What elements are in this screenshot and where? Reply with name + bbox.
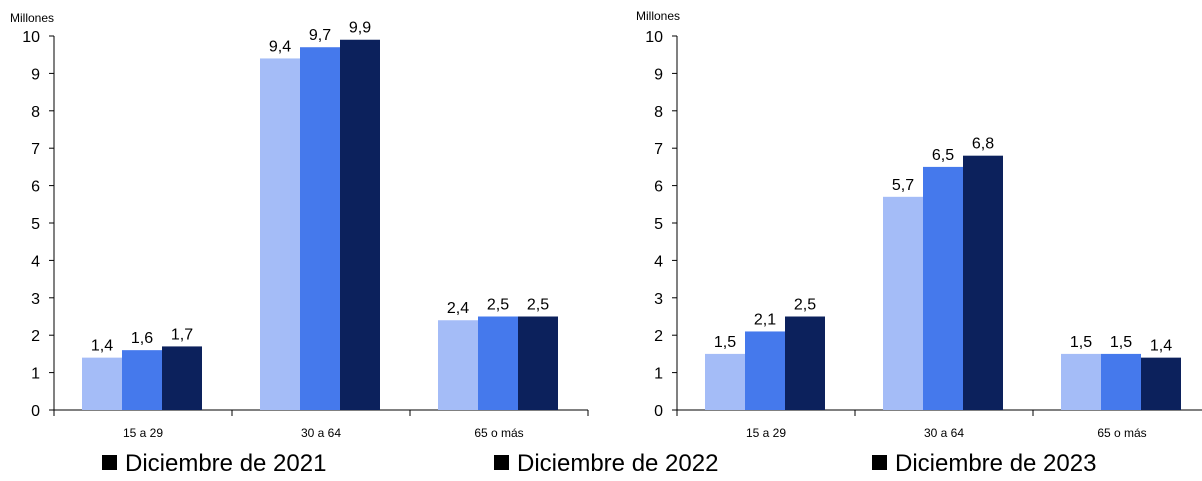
bar: [883, 196, 923, 410]
y-tick-label: 7: [31, 141, 40, 158]
bar: [1061, 353, 1101, 410]
y-tick-label: 2: [31, 328, 40, 345]
data-label: 2,5: [487, 297, 509, 314]
chart-right: Millones 0 1 2 3 4 5 6 7 8 9 10 15 a 29 1,5 2,1 2,5 30 a…: [636, 9, 1202, 440]
legend: Diciembre de 2021 Diciembre de 2022 Dici…: [0, 447, 1202, 481]
data-label: 2,5: [527, 297, 549, 314]
y-tick-label: 10: [645, 29, 663, 46]
legend-label: Diciembre de 2023: [895, 450, 1097, 477]
data-label: 1,6: [131, 330, 153, 347]
y-tick-label: 3: [654, 291, 663, 308]
y-tick-label: 2: [654, 328, 663, 345]
bar: [122, 350, 162, 410]
data-label: 6,8: [972, 136, 994, 153]
legend-item-2023: Diciembre de 2023: [872, 447, 1096, 481]
y-tick-label: 0: [654, 403, 663, 420]
data-label: 1,4: [91, 338, 113, 355]
x-category-label: 15 a 29: [746, 426, 786, 440]
data-label: 9,7: [309, 27, 331, 44]
y-tick-label: 6: [654, 179, 663, 196]
y-tick-label: 7: [654, 141, 663, 158]
bar: [785, 316, 825, 410]
bar: [923, 166, 963, 410]
bar: [300, 47, 340, 410]
x-category-label: 30 a 64: [924, 426, 964, 440]
bar: [963, 155, 1003, 410]
bar: [260, 58, 300, 410]
y-tick-label: 9: [654, 66, 663, 83]
data-label: 9,9: [349, 20, 371, 37]
bar: [478, 316, 518, 410]
data-label: 5,7: [892, 177, 914, 194]
y-tick-label: 5: [654, 216, 663, 233]
y-tick-label: 5: [31, 216, 40, 233]
data-label: 1,4: [1150, 338, 1172, 355]
bar: [82, 357, 122, 410]
y-unit-label: Millones: [636, 9, 680, 23]
x-category-label: 65 o más: [1097, 426, 1146, 440]
legend-item-2021: Diciembre de 2021: [102, 447, 326, 481]
legend-label: Diciembre de 2021: [125, 450, 327, 477]
data-label: 6,5: [932, 147, 954, 164]
data-label: 1,5: [1110, 334, 1132, 351]
data-label: 2,5: [794, 297, 816, 314]
y-tick-label: 4: [31, 253, 40, 270]
y-tick-label: 8: [31, 104, 40, 121]
bar: [162, 346, 202, 410]
bar: [518, 316, 558, 410]
bar: [1141, 357, 1181, 410]
data-label: 2,1: [754, 311, 776, 328]
bar: [438, 320, 478, 410]
x-category-label: 65 o más: [474, 426, 523, 440]
chart-left: Millones 0 1 2 3 4 5 6 7 8 9 10 15 a 29 1,4 1,6 1,7 30 a…: [10, 11, 589, 440]
x-category-label: 30 a 64: [301, 426, 341, 440]
bar: [1101, 353, 1141, 410]
x-category-label: 15 a 29: [123, 426, 163, 440]
y-tick-label: 6: [31, 179, 40, 196]
bar: [340, 39, 380, 411]
y-tick-label: 10: [22, 29, 40, 46]
legend-square-icon: [494, 455, 509, 470]
legend-item-2022: Diciembre de 2022: [494, 447, 718, 481]
legend-label: Diciembre de 2022: [517, 450, 719, 477]
y-tick-label: 8: [654, 104, 663, 121]
y-tick-label: 1: [31, 366, 40, 383]
y-unit-label: Millones: [10, 11, 54, 25]
data-label: 2,4: [447, 300, 469, 317]
bar: [745, 331, 785, 410]
bar: [705, 353, 745, 410]
legend-square-icon: [872, 455, 887, 470]
y-tick-label: 0: [31, 403, 40, 420]
y-tick-label: 4: [654, 253, 663, 270]
y-tick-label: 3: [31, 291, 40, 308]
data-label: 9,4: [269, 38, 291, 55]
legend-square-icon: [102, 455, 117, 470]
data-label: 1,7: [171, 326, 193, 343]
data-label: 1,5: [1070, 334, 1092, 351]
y-tick-label: 9: [31, 66, 40, 83]
y-tick-label: 1: [654, 366, 663, 383]
data-label: 1,5: [714, 334, 736, 351]
